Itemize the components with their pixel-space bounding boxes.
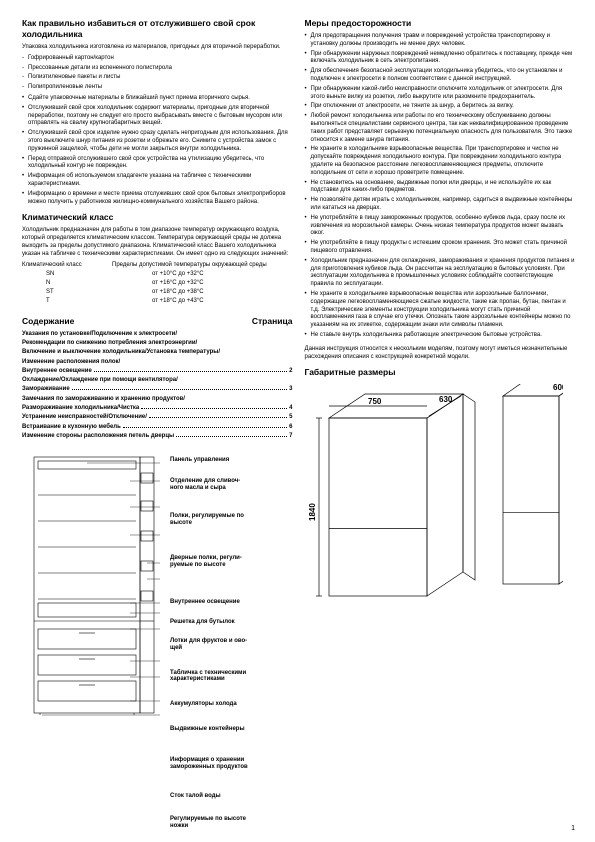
toc-line: Встраивание в кухонную мебель6 xyxy=(22,424,293,432)
list-item: Отслуживший свой срок холодильник содерж… xyxy=(22,105,293,128)
diagram-label: Табличка с техническимихарактеристиками xyxy=(170,670,293,684)
table-row: Tот +18°C до +43°C xyxy=(22,298,293,306)
list-item: Для обеспечения безопасной эксплуатации … xyxy=(305,68,576,84)
list-item: Полипропиленовые ленты xyxy=(22,84,293,92)
table-row: STот +18°C до +38°C xyxy=(22,289,293,297)
list-item: При обнаружении наружных повреждений нем… xyxy=(305,51,576,67)
heading-dimensions: Габаритные размеры xyxy=(305,367,576,378)
diagram-label: Полки, регулируемые повысоте xyxy=(170,513,293,527)
svg-text:750: 750 xyxy=(368,397,382,406)
model-note: Данная инструкция относится к нескольким… xyxy=(305,346,576,362)
list-item: При отключении от электросети, не тяните… xyxy=(305,103,576,111)
svg-text:600: 600 xyxy=(553,384,563,392)
list-item: Не становитесь на основание, выдвижные п… xyxy=(305,180,576,196)
heading-safety: Меры предосторожности xyxy=(305,18,576,29)
climate-header-class: Климатический класс xyxy=(22,262,112,270)
diagram-label: Дверные полки, регули-руемые по высоте xyxy=(170,555,293,569)
list-item: При обнаружении какой-либо неисправности… xyxy=(305,86,576,102)
list-item: Для предотвращения получения травм и пов… xyxy=(305,33,576,49)
climate-table-header: Климатический класс Пределы допустимой т… xyxy=(22,262,293,270)
table-row: Nот +16°C до +32°C xyxy=(22,280,293,288)
diagram-label: Регулируемые по высотеножки xyxy=(170,816,293,830)
toc-line: Замечания по замораживанию и хранению пр… xyxy=(22,396,293,404)
svg-text:630: 630 xyxy=(439,395,453,404)
dimensions-diagram: 18407506301330600 xyxy=(305,384,576,624)
toc-list: Указания по установке/Подключение к элек… xyxy=(22,331,293,441)
list-item: Информация об используемом хладагенте ук… xyxy=(22,173,293,189)
list-item: Не употребляйте в пищу продукты с истекш… xyxy=(305,240,576,256)
diagram-label: Сток талой воды xyxy=(170,793,293,800)
list-item: Информацию о времени и месте приема отсл… xyxy=(22,191,293,207)
page-number: 1 xyxy=(571,824,575,833)
diagram-label: Аккумуляторы холода xyxy=(170,701,293,708)
list-item: Отслуживший свой срок изделие нужно сраз… xyxy=(22,130,293,153)
disposal-intro: Упаковка холодильника изготовлена из мат… xyxy=(22,44,293,52)
diagram-label: Отделение для сливоч-ного масла и сыра xyxy=(170,478,293,492)
diagram-label: Информация о хранениизамороженных продук… xyxy=(170,757,293,771)
svg-text:1840: 1840 xyxy=(308,503,317,521)
diagram-label: Внутреннее освещение xyxy=(170,599,293,606)
diagram-label: Решетка для бутылок xyxy=(170,619,293,626)
toc-line: Размораживание холодильника/Чистка4 xyxy=(22,405,293,413)
list-item: Не ставьте внутрь холодильника работающи… xyxy=(305,332,576,340)
list-item: Сдайте упаковочные материалы в ближайший… xyxy=(22,95,293,103)
toc-heading-left: Содержание xyxy=(22,316,74,327)
list-item: Полиэтиленовые пакеты и листы xyxy=(22,74,293,82)
toc-line: Изменение стороны расположения петель дв… xyxy=(22,433,293,441)
list-item: Прессованные детали из вспененного полис… xyxy=(22,65,293,73)
safety-bullets: Для предотвращения получения травм и пов… xyxy=(305,33,576,340)
toc-line: Указания по установке/Подключение к элек… xyxy=(22,331,293,339)
left-column: Как правильно избавиться от отслужившего… xyxy=(22,18,293,842)
toc-line: Охлаждение/Охлаждение при помощи вентиля… xyxy=(22,377,293,385)
list-item: Любой ремонт холодильника или работы по … xyxy=(305,113,576,144)
toc-heading-right: Страница xyxy=(252,316,293,327)
diagram-label: Лотки для фруктов и ово-щей xyxy=(170,638,293,652)
toc-line: Замораживание3 xyxy=(22,386,293,394)
list-item: Не храните в холодильнике взрывоопасные … xyxy=(305,291,576,330)
toc-line: Включение и выключение холодильника/Уста… xyxy=(22,349,293,357)
list-item: Перед отправкой отслужившего свой срок у… xyxy=(22,156,293,172)
list-item: Не употребляйте в пищу замороженных прод… xyxy=(305,215,576,238)
diagram-label: Панель управления xyxy=(170,457,293,464)
list-item: Холодильник предназначен для охлаждения,… xyxy=(305,258,576,289)
climate-header-range: Пределы допустимой температуры окружающе… xyxy=(112,262,293,270)
table-row: SNот +10°C до +32°C xyxy=(22,271,293,279)
toc-line: Внутреннее освещение2 xyxy=(22,368,293,376)
toc-line: Изменение расположения полок/ xyxy=(22,359,293,367)
fridge-labels-column: Панель управления Отделение для сливоч-но… xyxy=(170,451,293,842)
fridge-diagram-area: Панель управления Отделение для сливоч-но… xyxy=(22,451,293,842)
toc-header: Содержание Страница xyxy=(22,316,293,327)
climate-table-rows: SNот +10°C до +32°CNот +16°C до +32°CSTо… xyxy=(22,271,293,305)
heading-disposal: Как правильно избавиться от отслужившего… xyxy=(22,18,293,40)
toc-line: Рекомендации по снижению потребления эле… xyxy=(22,340,293,348)
heading-climate: Климатический класс xyxy=(22,212,293,223)
fridge-diagram xyxy=(22,451,162,842)
list-item: Не храните в холодильнике взрывоопасные … xyxy=(305,146,576,177)
list-item: Не позволяйте детям играть с холодильник… xyxy=(305,197,576,213)
disposal-bullets: Сдайте упаковочные материалы в ближайший… xyxy=(22,95,293,206)
toc-line: Устранение неисправностей/Отключение/5 xyxy=(22,414,293,422)
right-column: Меры предосторожности Для предотвращения… xyxy=(305,18,576,842)
list-item: Гофрированный картон/картон xyxy=(22,55,293,63)
climate-intro: Холодильник предназначен для работы в то… xyxy=(22,227,293,258)
diagram-label: Выдвижные контейнеры xyxy=(170,726,293,733)
materials-list: Гофрированный картон/картон Прессованные … xyxy=(22,55,293,92)
